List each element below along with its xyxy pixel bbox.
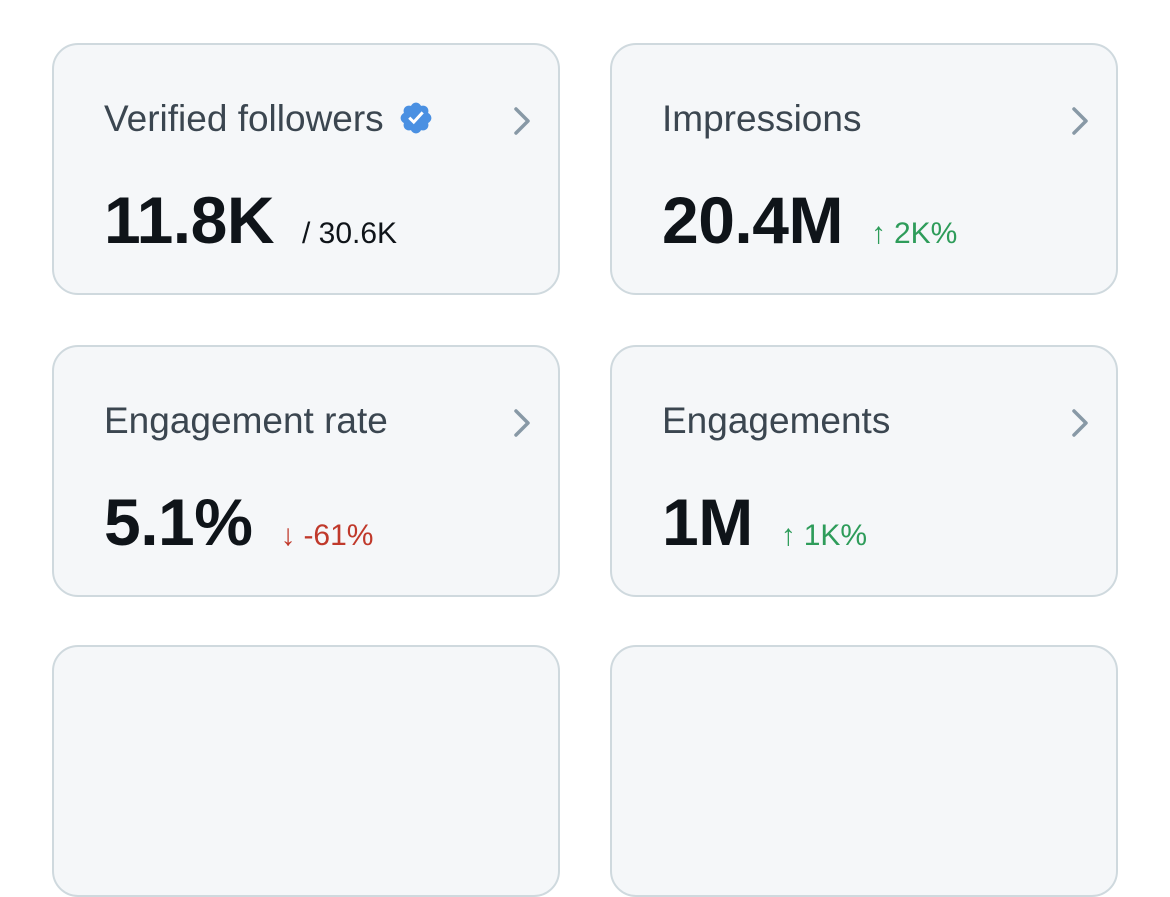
arrow-up-icon: ↑ <box>870 217 886 250</box>
delta-text: -61% <box>303 519 374 552</box>
delta-badge: ↓ -61% <box>280 519 373 553</box>
stat-value: 1M <box>662 485 753 559</box>
stat-card-impressions[interactable]: Impressions 20.4M ↑ 2K% <box>610 43 1118 295</box>
stat-card-engagement-rate[interactable]: Engagement rate 5.1% ↓ -61% <box>52 345 560 597</box>
delta-text: 1K% <box>803 519 868 552</box>
stat-card-partial[interactable] <box>610 645 1118 897</box>
card-label: Impressions <box>662 98 862 139</box>
chevron-right-icon[interactable] <box>1066 103 1094 139</box>
stat-card-verified-followers[interactable]: Verified followers 11.8K / 30.6K <box>52 43 560 295</box>
stat-value: 5.1% <box>104 485 253 559</box>
chevron-right-icon[interactable] <box>508 103 536 139</box>
card-label: Verified followers <box>104 98 384 139</box>
arrow-up-icon: ↑ <box>780 519 796 552</box>
delta-text: 2K% <box>893 217 958 250</box>
stat-value: 11.8K <box>104 183 274 257</box>
card-label: Engagements <box>662 400 891 441</box>
chevron-right-icon[interactable] <box>1066 405 1094 441</box>
delta-badge: ↑ 1K% <box>781 519 867 553</box>
arrow-down-icon: ↓ <box>280 519 296 552</box>
stat-total: / 30.6K <box>301 217 398 250</box>
delta-badge: ↑ 2K% <box>871 217 957 251</box>
card-label: Engagement rate <box>104 400 388 441</box>
stat-card-partial[interactable] <box>52 645 560 897</box>
chevron-right-icon[interactable] <box>508 405 536 441</box>
value-row: 20.4M ↑ 2K% <box>662 185 957 255</box>
stat-card-engagements[interactable]: Engagements 1M ↑ 1K% <box>610 345 1118 597</box>
value-row: 11.8K / 30.6K <box>104 185 397 255</box>
verified-badge-icon <box>400 102 432 134</box>
value-row: 5.1% ↓ -61% <box>104 487 373 557</box>
value-row: 1M ↑ 1K% <box>662 487 867 557</box>
stat-value: 20.4M <box>662 183 843 257</box>
